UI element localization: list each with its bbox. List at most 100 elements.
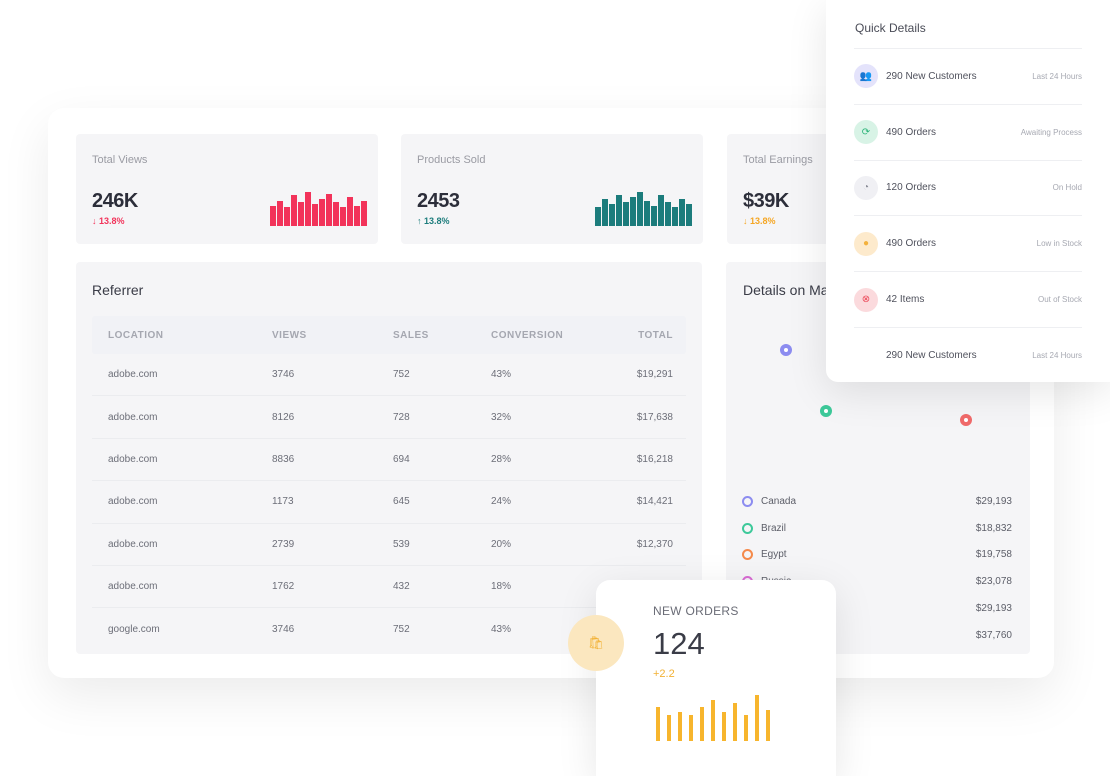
spark-bar [658,195,664,226]
quick-detail-meta: Awaiting Process [1020,127,1082,137]
column-header-sales[interactable]: SALES [393,329,429,341]
views-sparkline [270,190,367,226]
spark-bar [305,192,311,226]
table-row[interactable]: adobe.com 1173 645 24% $14,421 [92,481,686,524]
country-row[interactable]: Egypt $19,758 [742,542,1012,569]
spark-bar [672,207,678,226]
quick-detail-text: 490 Orders [886,238,937,250]
cell-sales: 752 [393,624,410,636]
cell-location: adobe.com [108,581,158,593]
cell-conversion: 18% [491,581,512,593]
map-pin-icon[interactable] [820,405,832,417]
country-row[interactable]: Brazil $18,832 [742,515,1012,542]
table-row[interactable]: adobe.com 2739 539 20% $12,370 [92,524,686,566]
orders-bar [766,709,770,741]
country-row[interactable]: $37,760 [742,622,1012,649]
stat-value: $39K [743,190,789,212]
map-title: Details on Map [743,282,837,298]
cell-sales: 752 [393,369,410,381]
table-body: adobe.com 3746 752 43% $19,291 adobe.com 8126 7… [92,354,686,651]
cell-sales: 539 [393,538,410,550]
quick-detail-item[interactable]: ⟳ 490 Orders Awaiting Process [854,105,1082,161]
spark-bar [354,205,360,226]
cell-views: 8126 [272,411,295,423]
country-row[interactable]: $29,193 [742,595,1012,622]
column-header-location[interactable]: LOCATION [108,329,164,341]
orders-bar [678,712,682,741]
cell-conversion: 43% [491,624,512,636]
map-pin-icon[interactable] [780,344,792,356]
quick-detail-item[interactable]: ⊗ 42 Items Out of Stock [854,272,1082,328]
spark-bar [679,198,685,226]
stat-change: ↑ 13.8% [417,216,450,226]
quick-detail-item[interactable]: 👥 290 New Customers Last 24 Hours [854,49,1082,105]
cell-sales: 432 [393,581,410,593]
column-header-views[interactable]: VIEWS [272,329,307,341]
country-amount: $29,193 [975,603,1012,615]
cell-location: adobe.com [108,411,158,423]
spark-bar [270,205,276,226]
country-amount: $23,078 [975,576,1012,588]
cell-conversion: 28% [491,453,512,465]
orders-bar [656,707,660,741]
cell-location: adobe.com [108,538,158,550]
cell-conversion: 24% [491,496,512,508]
cell-total: $12,370 [636,538,673,550]
column-header-total[interactable]: TOTAL [638,329,673,341]
spark-bar [312,203,318,226]
quick-detail-text: 290 New Customers [886,350,977,362]
country-amount: $37,760 [975,629,1012,641]
spark-bar [347,197,353,226]
orders-bar [733,702,737,741]
quick-detail-meta: On Hold [1052,183,1082,193]
orders-bar [744,714,748,741]
spark-bar [595,207,601,226]
orders-bar [755,695,759,741]
quick-detail-meta: Last 24 Hours [1032,351,1082,361]
cell-conversion: 32% [491,411,512,423]
cell-views: 1173 [272,496,294,508]
users-icon: 👥 [854,64,878,89]
cell-views: 1762 [272,581,295,593]
cell-sales: 694 [393,453,410,465]
new-orders-value: 124 [653,626,705,661]
new-orders-sparkline [656,693,770,741]
cell-views: 2739 [272,538,295,550]
quick-detail-item[interactable]: ◔ 120 Orders On Hold [854,161,1082,217]
cell-location: adobe.com [108,369,158,381]
cell-views: 8836 [272,453,295,465]
spark-bar [277,200,283,226]
quick-detail-item[interactable]: 290 New Customers Last 24 Hours [854,328,1082,384]
spark-bar [284,207,290,226]
cell-total: $19,291 [636,369,673,381]
country-label: Canada [742,495,796,507]
spark-bar [686,203,692,226]
quick-details-title: Quick Details [855,21,926,35]
quick-detail-text: 490 Orders [886,126,937,138]
spark-bar [651,205,657,226]
table-row[interactable]: adobe.com 8126 728 32% $17,638 [92,396,686,439]
stat-value: 2453 [417,190,460,212]
new-orders-label: NEW ORDERS [653,604,739,618]
country-row[interactable]: Canada $29,193 [742,488,1012,515]
table-row[interactable]: adobe.com 3746 752 43% $19,291 [92,354,686,397]
column-header-conversion[interactable]: CONVERSION [491,329,564,341]
stat-change: ↓ 13.8% [92,216,125,226]
cell-location: google.com [108,624,160,636]
orders-bar [700,707,704,741]
table-row[interactable]: adobe.com 8836 694 28% $16,218 [92,439,686,482]
arrow-down-icon: ↓ [743,216,748,226]
quick-detail-item[interactable]: ● 490 Orders Low in Stock [854,216,1082,273]
orders-bar [689,714,693,741]
cell-conversion: 43% [491,369,512,381]
stat-label: Products Sold [417,154,486,166]
country-label: Egypt [742,549,787,561]
map-pin-icon[interactable] [960,414,972,426]
referrer-title: Referrer [92,282,144,298]
legend-circle-icon [742,495,753,507]
spark-bar [298,202,304,226]
cell-sales: 645 [393,496,410,508]
placeholder-icon [854,344,878,368]
stat-label: Total Earnings [743,154,813,166]
quick-detail-meta: Out of Stock [1037,295,1082,305]
